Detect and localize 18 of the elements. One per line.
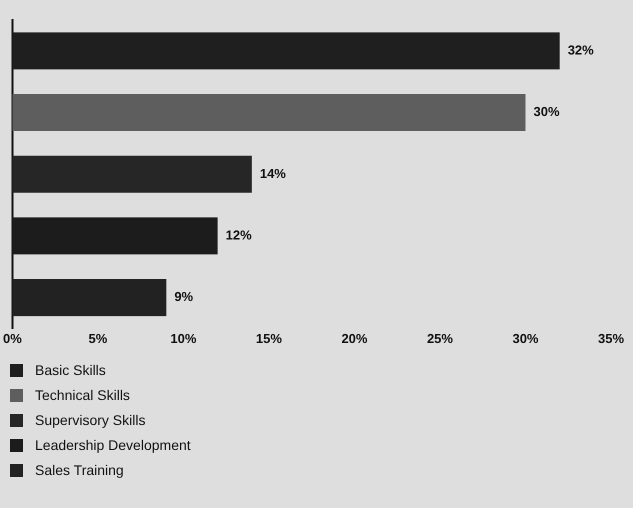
legend-label: Basic Skills <box>35 362 106 378</box>
x-tick-label: 25% <box>426 330 454 346</box>
legend-label: Leadership Development <box>35 437 191 453</box>
x-tick-label: 30% <box>512 330 539 346</box>
text: 9% <box>174 289 194 304</box>
legend-label: Sales Training <box>35 462 124 478</box>
x-tick-label: 5% <box>88 330 108 346</box>
x-tick-label: 10% <box>170 330 197 346</box>
text: 32% <box>568 42 594 58</box>
legend-label: Supervisory Skills <box>35 412 146 428</box>
x-tick-label: 0% <box>2 330 22 346</box>
legend-label: Technical Skills <box>35 387 130 403</box>
x-tick-label: 20% <box>341 330 368 346</box>
text: 14% <box>260 166 286 181</box>
x-tick-label: 15% <box>256 330 282 346</box>
text: 30% <box>533 104 560 120</box>
x-tick-label: 35% <box>598 330 624 346</box>
text: 12% <box>226 227 252 242</box>
